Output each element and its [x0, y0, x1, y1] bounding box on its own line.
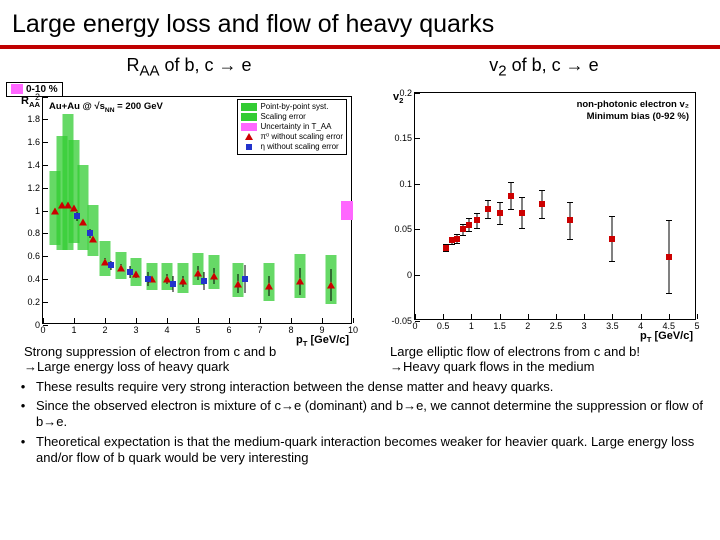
left-chart-column: RAA of b, c → e 0-10 % RAA pT [GeV/c] Au… [4, 55, 374, 342]
caption-right-line1: Large elliptic flow of electrons from c … [390, 344, 714, 360]
bullet-marker: • [10, 379, 36, 395]
right-chart-area: v2 pT [GeV/c] non-photonic electron v₂ M… [374, 82, 709, 342]
right-chart-subtitle: v2 of b, c → e [374, 55, 714, 80]
right-x-axis-title: pT [GeV/c] [640, 330, 693, 344]
legend-item: Scaling error [241, 112, 343, 122]
left-chart-area: 0-10 % RAA pT [GeV/c] Au+Au @ √sNN = 200… [4, 82, 364, 342]
bullet-text: These results require very strong intera… [36, 379, 710, 395]
bullet-text: Theoretical expectation is that the medi… [36, 434, 710, 467]
bullet-text: Since the observed electron is mixture o… [36, 398, 710, 431]
legend-item: π⁰ without scaling error [241, 132, 343, 142]
right-label-1: non-photonic electron v₂ [577, 99, 689, 110]
legend-item: Point-by-point syst. [241, 102, 343, 112]
right-label-2: Minimum bias (0-92 %) [587, 111, 689, 122]
title-rule [0, 45, 720, 49]
captions-row: Strong suppression of electron from c an… [4, 344, 716, 375]
bullet-item: •Theoretical expectation is that the med… [10, 434, 710, 467]
centrality-swatch [11, 84, 23, 94]
charts-row: RAA of b, c → e 0-10 % RAA pT [GeV/c] Au… [4, 55, 716, 342]
bullet-list: •These results require very strong inter… [10, 379, 710, 466]
right-plot: v2 pT [GeV/c] non-photonic electron v₂ M… [414, 92, 696, 320]
bullet-item: •Since the observed electron is mixture … [10, 398, 710, 431]
caption-right-line2: →Heavy quark flows in the medium [390, 359, 714, 375]
bullet-item: •These results require very strong inter… [10, 379, 710, 395]
right-chart-column: v2 of b, c → e v2 pT [GeV/c] non-photoni… [374, 55, 714, 342]
caption-left-line2: →→Large energy loss of heavy quarkLarge … [24, 359, 374, 375]
left-chart-subtitle: RAA of b, c → e [4, 55, 374, 80]
left-x-axis-title: pT [GeV/c] [296, 334, 349, 348]
caption-right: Large elliptic flow of electrons from c … [374, 344, 714, 375]
legend-item: η without scaling error [241, 142, 343, 152]
bullet-marker: • [10, 434, 36, 467]
caption-left: Strong suppression of electron from c an… [4, 344, 374, 375]
legend-item: Uncertainty in T_AA [241, 122, 343, 132]
slide-title: Large energy loss and flow of heavy quar… [0, 0, 720, 43]
left-legend: Point-by-point syst.Scaling errorUncerta… [237, 99, 347, 155]
auau-label: Au+Au @ √sNN = 200 GeV [49, 101, 163, 114]
bullet-marker: • [10, 398, 36, 431]
left-plot: RAA pT [GeV/c] Au+Au @ √sNN = 200 GeV Po… [42, 96, 352, 324]
